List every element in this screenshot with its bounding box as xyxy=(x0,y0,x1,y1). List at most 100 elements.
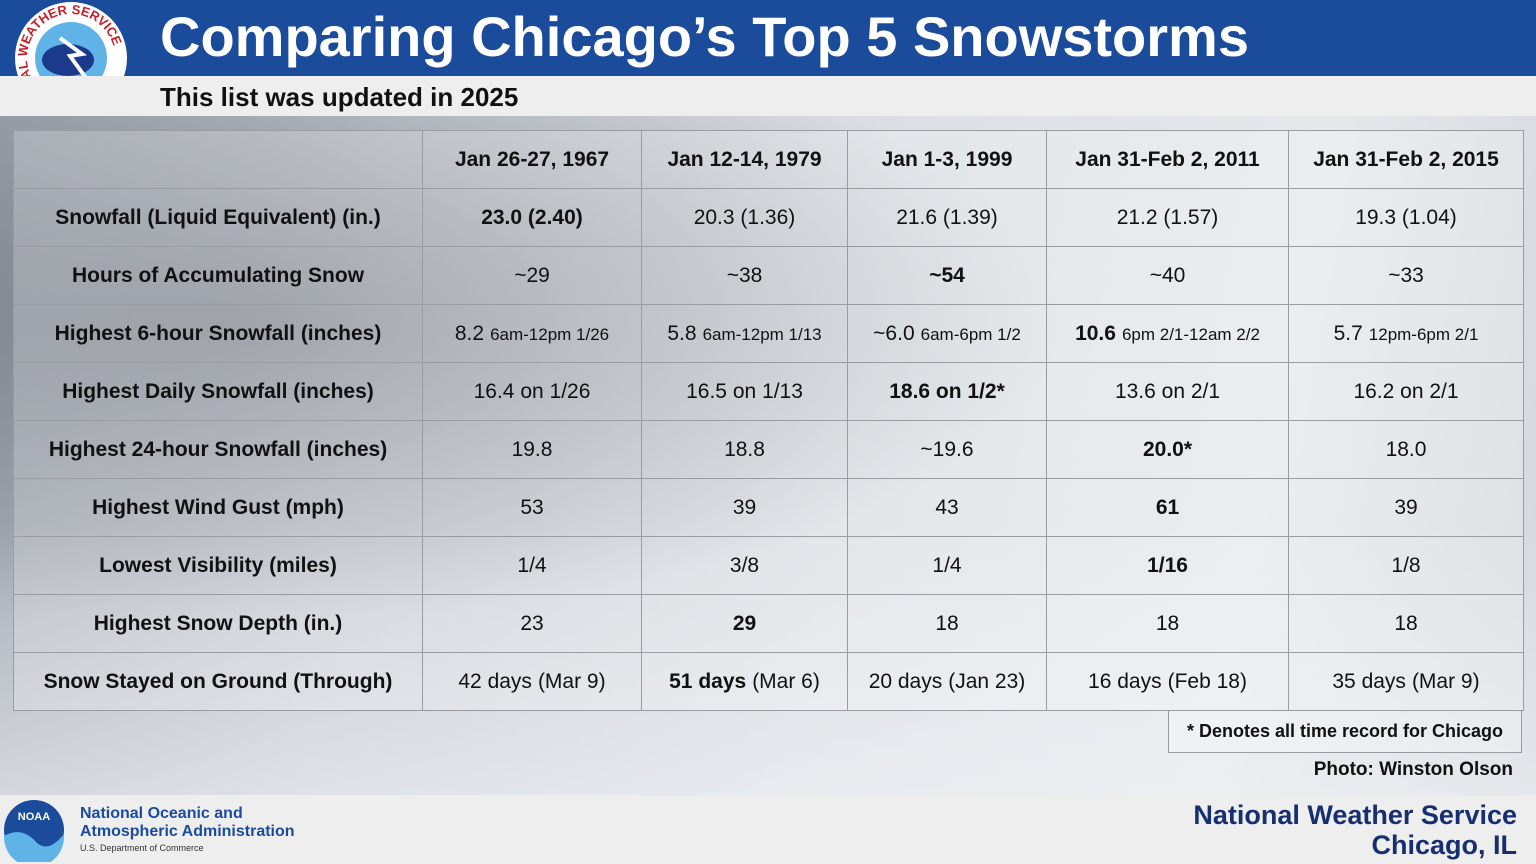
cell-value: 23 xyxy=(520,611,544,635)
cell-value: 3/8 xyxy=(729,553,760,577)
noaa-name: Atmospheric Administration xyxy=(80,823,295,840)
table-cell: 23 xyxy=(422,594,642,653)
table-cell: 1/8 xyxy=(1288,536,1524,595)
row-label: Highest 24-hour Snowfall (inches) xyxy=(13,420,423,479)
cell-value: ~54 xyxy=(929,263,965,287)
table-row: Highest Daily Snowfall (inches) 16.4 on 1… xyxy=(13,362,1524,421)
cell-value: 1/4 xyxy=(932,553,962,577)
cell-value: 20.3 (1.36) xyxy=(693,205,796,229)
table-cell: 16.5 on 1/13 xyxy=(641,362,848,421)
table-cell: 23.0 (2.40) xyxy=(422,188,642,247)
table-cell: 5.8 6am-12pm 1/13 xyxy=(641,304,848,363)
table-cell: 1/4 xyxy=(847,536,1047,595)
cell-value: 20 days xyxy=(868,669,943,693)
cell-value: 61 xyxy=(1155,495,1180,519)
cell-detail: 6pm 2/1-12am 2/2 xyxy=(1121,324,1260,344)
column-header: Jan 31-Feb 2, 2011 xyxy=(1046,130,1289,189)
office-name: National Weather Service xyxy=(1193,800,1517,830)
table-cell: 20.0* xyxy=(1046,420,1289,479)
cell-value: 53 xyxy=(520,495,544,519)
subtitle: This list was updated in 2025 xyxy=(160,82,519,112)
table-cell: 29 xyxy=(641,594,848,653)
noaa-logo-text: NOAA xyxy=(18,811,50,823)
table-cell: 53 xyxy=(422,478,642,537)
cell-value: 18.8 xyxy=(724,437,765,461)
cell-value: 13.6 on 2/1 xyxy=(1114,379,1221,403)
table-cell: ~19.6 xyxy=(847,420,1047,479)
table-cell: ~38 xyxy=(641,246,848,305)
title: Comparing Chicago’s Top 5 Snowstorms xyxy=(160,5,1249,68)
table-row: Highest 6-hour Snowfall (inches) 8.2 6am-1… xyxy=(13,304,1524,363)
table-cell: 13.6 on 2/1 xyxy=(1046,362,1289,421)
cell-detail: (Mar 6) xyxy=(752,669,820,693)
row-label: Snowfall (Liquid Equivalent) (in.) xyxy=(13,188,423,247)
table-cell: 16 days (Feb 18) xyxy=(1046,652,1289,711)
header-row: Jan 26-27, 1967 Jan 12-14, 1979 Jan 1-3, 1… xyxy=(13,130,1524,189)
table-cell: 43 xyxy=(847,478,1047,537)
table-row: Snow Stayed on Ground (Through) 42 days (M… xyxy=(13,652,1524,711)
table-cell: 20.3 (1.36) xyxy=(641,188,848,247)
cell-value: 18 xyxy=(1394,611,1418,635)
comparison-table: Jan 26-27, 1967 Jan 12-14, 1979 Jan 1-3, 1… xyxy=(13,130,1524,711)
cell-value: ~6.0 xyxy=(873,321,915,345)
cell-value: 21.6 (1.39) xyxy=(896,205,998,229)
cell-value: 1/16 xyxy=(1147,553,1188,577)
table-cell: 19.8 xyxy=(422,420,642,479)
table-cell: 18.8 xyxy=(641,420,848,479)
table-cell: 39 xyxy=(1288,478,1524,537)
cell-detail: 12pm-6pm 2/1 xyxy=(1368,324,1479,344)
row-label: Highest 6-hour Snowfall (inches) xyxy=(13,304,423,363)
cell-value: 16.2 on 2/1 xyxy=(1353,379,1459,403)
row-label: Highest Daily Snowfall (inches) xyxy=(13,362,423,421)
table-row: Highest 24-hour Snowfall (inches) 19.8 18.… xyxy=(13,420,1524,479)
cell-value: ~38 xyxy=(726,263,763,287)
column-header: Jan 31-Feb 2, 2015 xyxy=(1288,130,1524,189)
table-cell: 21.6 (1.39) xyxy=(847,188,1047,247)
column-header: Jan 26-27, 1967 xyxy=(422,130,642,189)
table-cell: 18.0 xyxy=(1288,420,1524,479)
photo-credit: Photo: Winston Olson xyxy=(1313,759,1513,780)
cell-value: 18 xyxy=(1155,611,1180,635)
cell-value: 29 xyxy=(732,611,757,635)
table-cell: 18 xyxy=(847,594,1047,653)
table-row: Lowest Visibility (miles) 1/4 3/8 1/4 1/16 1/… xyxy=(13,536,1524,595)
cell-value: ~19.6 xyxy=(920,437,974,461)
cell-value: 39 xyxy=(1394,495,1418,519)
table-cell: 1/4 xyxy=(422,536,642,595)
cell-value: 23.0 (2.40) xyxy=(481,205,583,229)
header-bar xyxy=(0,0,1536,76)
table-cell: 16.2 on 2/1 xyxy=(1288,362,1524,421)
row-label: Highest Snow Depth (in.) xyxy=(13,594,423,653)
footnote: * Denotes all time record for Chicago xyxy=(1168,710,1522,753)
cell-value: 1/8 xyxy=(1391,553,1421,577)
cell-value: 18.6 on 1/2* xyxy=(889,379,1005,403)
table-cell: ~6.0 6am-6pm 1/2 xyxy=(847,304,1047,363)
table-cell: 35 days (Mar 9) xyxy=(1288,652,1524,711)
cell-value: 1/4 xyxy=(517,553,547,577)
table-cell: 42 days (Mar 9) xyxy=(422,652,642,711)
cell-detail: 6am-12pm 1/26 xyxy=(490,324,610,344)
noaa-dept: U.S. Department of Commerce xyxy=(80,843,204,853)
cell-detail: (Feb 18) xyxy=(1167,669,1247,693)
cell-value: 51 days xyxy=(669,669,747,693)
table-cell: 51 days (Mar 6) xyxy=(641,652,848,711)
cell-value: 19.8 xyxy=(511,437,553,461)
cell-value: ~33 xyxy=(1388,263,1424,287)
table-cell: ~33 xyxy=(1288,246,1524,305)
table-row: Hours of Accumulating Snow ~29 ~38 ~54 ~40 ~3… xyxy=(13,246,1524,305)
table-cell: 8.2 6am-12pm 1/26 xyxy=(422,304,642,363)
table-cell: 18.6 on 1/2* xyxy=(847,362,1047,421)
table-cell: 18 xyxy=(1046,594,1289,653)
office-location: Chicago, IL xyxy=(1371,830,1517,860)
cell-value: ~40 xyxy=(1149,263,1186,287)
column-header: Jan 12-14, 1979 xyxy=(641,130,848,189)
table-cell: ~29 xyxy=(422,246,642,305)
row-label: Hours of Accumulating Snow xyxy=(13,246,423,305)
cell-value: 5.8 xyxy=(667,321,697,345)
cell-value: 8.2 xyxy=(454,321,485,345)
table-cell: 39 xyxy=(641,478,848,537)
cell-value: 16.4 on 1/26 xyxy=(473,379,591,403)
cell-value: 18 xyxy=(935,611,959,635)
cell-value: 18.0 xyxy=(1385,437,1427,461)
table-cell: ~40 xyxy=(1046,246,1289,305)
